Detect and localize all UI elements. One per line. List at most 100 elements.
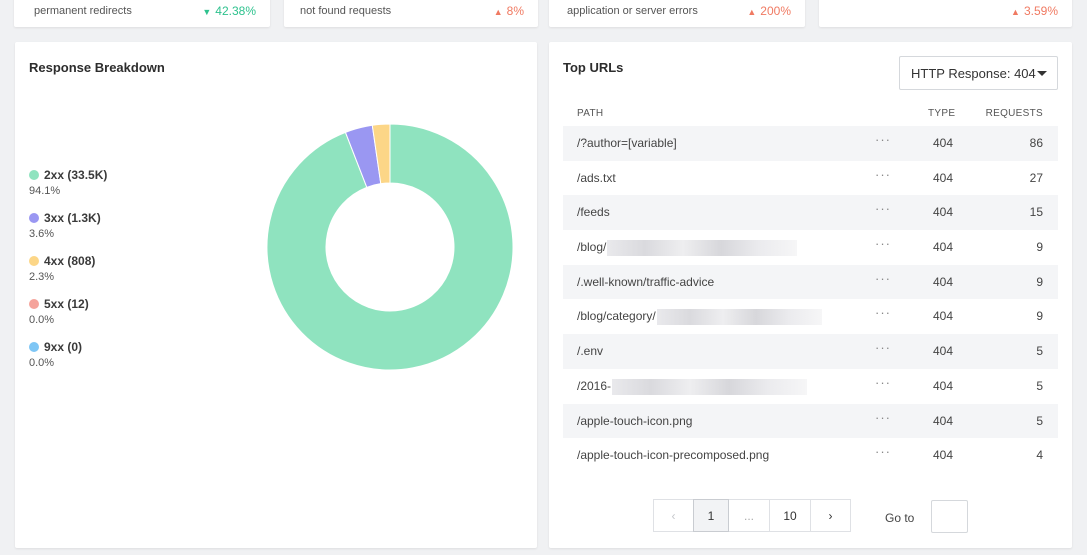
goto-label: Go to — [885, 511, 915, 525]
more-options-icon[interactable]: ··· — [875, 166, 891, 182]
request-count: 5 — [1036, 344, 1043, 359]
request-count: 15 — [1029, 205, 1043, 220]
url-path: /blog/category/ — [577, 309, 822, 326]
url-path-text: /blog/category/ — [577, 309, 656, 324]
pagination-prev-button[interactable]: ‹ — [653, 499, 694, 532]
more-options-icon[interactable]: ··· — [875, 409, 891, 425]
legend-label-text: 2xx (33.5K) — [44, 168, 108, 182]
legend-dot — [29, 342, 39, 352]
url-path: /2016- — [577, 378, 808, 395]
select-value: HTTP Response: 404 — [911, 65, 1036, 81]
response-type: 404 — [933, 240, 954, 255]
response-type: 404 — [933, 344, 954, 359]
legend-dot — [29, 170, 39, 180]
legend-item-3xx[interactable]: 3xx (1.3K) 3.6% — [29, 211, 107, 254]
legend-item-9xx[interactable]: 9xx (0) 0.0% — [29, 340, 107, 383]
pagination-ellipsis[interactable]: ... — [728, 499, 770, 532]
more-options-icon[interactable]: ··· — [875, 340, 891, 356]
legend-label-text: 4xx (808) — [44, 254, 96, 268]
url-path-text: /ads.txt — [577, 170, 616, 185]
table-row[interactable]: /.well-known/traffic-advice ··· 404 9 — [563, 264, 1058, 300]
url-path-text: /apple-touch-icon.png — [577, 413, 693, 428]
table-row[interactable]: /?author=[variable] ··· 404 86 — [563, 126, 1058, 161]
pagination: ‹ 1 ... 10 › — [653, 499, 851, 532]
request-count: 5 — [1036, 413, 1043, 428]
more-options-icon[interactable]: ··· — [875, 236, 891, 252]
more-options-icon[interactable]: ··· — [875, 201, 891, 217]
table-row[interactable]: /2016- ··· 404 5 — [563, 369, 1058, 404]
caret-down-icon — [1037, 71, 1047, 76]
response-breakdown-card: Response Breakdown 2xx (33.5K) 94.1% 3xx… — [15, 42, 537, 548]
stat-value: ▲ 3.59% — [1011, 4, 1058, 18]
chevron-left-icon: ‹ — [671, 508, 676, 523]
chevron-right-icon: › — [828, 508, 833, 523]
response-type: 404 — [933, 413, 954, 428]
url-path-text: /apple-touch-icon-precomposed.png — [577, 448, 770, 463]
donut-slice[interactable] — [371, 124, 391, 185]
url-path: /feeds — [577, 205, 610, 219]
url-path-text: /.env — [577, 344, 604, 359]
table-body: /?author=[variable] ··· 404 86/ads.txt ··· 40… — [563, 126, 1058, 473]
legend-percent: 2.3% — [29, 271, 55, 283]
legend-label: 5xx (12) — [29, 297, 107, 311]
more-options-icon[interactable]: ··· — [875, 444, 891, 460]
url-path: /apple-touch-icon.png — [577, 414, 692, 428]
legend-item-5xx[interactable]: 5xx (12) 0.0% — [29, 297, 107, 340]
http-response-filter-select[interactable]: HTTP Response: 404 — [899, 56, 1058, 90]
response-type: 404 — [933, 448, 954, 463]
pagination-page-last[interactable]: 10 — [769, 499, 811, 532]
url-path: /.env — [577, 344, 603, 358]
table-row[interactable]: /apple-touch-icon.png ··· 404 5 — [563, 403, 1058, 439]
redacted-blur — [607, 240, 798, 257]
table-row[interactable]: /apple-touch-icon-precomposed.png ··· 404 4 — [563, 438, 1058, 473]
redacted-blur — [656, 309, 822, 326]
request-count: 9 — [1036, 309, 1043, 324]
request-count: 86 — [1029, 136, 1043, 150]
donut-slice[interactable] — [267, 124, 513, 370]
legend-label: 3xx (1.3K) — [29, 211, 107, 225]
table-row[interactable]: /.env ··· 404 5 — [563, 334, 1058, 369]
request-count: 27 — [1029, 170, 1043, 185]
legend-dot — [29, 213, 39, 223]
legend-label-text: 3xx (1.3K) — [44, 211, 101, 225]
trend-down-icon: ▼ — [202, 7, 212, 17]
stat-card-fourth: ▲ 3.59% — [819, 0, 1072, 27]
url-path: /.well-known/traffic-advice — [577, 275, 714, 289]
more-options-icon[interactable]: ··· — [875, 270, 891, 286]
stat-value: ▼ 42.38% — [202, 4, 256, 18]
trend-up-icon: ▲ — [493, 7, 503, 17]
legend-percent: 0.0% — [29, 314, 55, 326]
trend-up-icon: ▲ — [747, 7, 757, 17]
pagination-next-button[interactable]: › — [810, 499, 851, 532]
response-donut-chart — [267, 124, 513, 370]
legend-item-2xx[interactable]: 2xx (33.5K) 94.1% — [29, 168, 107, 211]
column-header-type: TYPE — [928, 108, 956, 119]
table-header: PATH TYPE REQUESTS — [563, 101, 1058, 126]
request-count: 5 — [1036, 378, 1043, 393]
legend-label-text: 9xx (0) — [44, 340, 83, 354]
card-title: Top URLs — [563, 60, 624, 75]
table-row[interactable]: /blog/category/ ··· 404 9 — [563, 299, 1058, 334]
legend-item-4xx[interactable]: 4xx (808) 2.3% — [29, 254, 107, 297]
more-options-icon[interactable]: ··· — [875, 132, 891, 147]
legend-dot — [29, 256, 39, 266]
top-urls-table: PATH TYPE REQUESTS /?author=[variable] ··… — [563, 101, 1058, 473]
legend-dot — [29, 299, 39, 309]
card-title: Response Breakdown — [29, 60, 165, 75]
more-options-icon[interactable]: ··· — [875, 305, 891, 321]
legend-percent: 0.0% — [29, 357, 55, 369]
stat-value: ▲ 200% — [747, 4, 791, 18]
pagination-page-1[interactable]: 1 — [693, 499, 729, 532]
table-row[interactable]: /feeds ··· 404 15 — [563, 195, 1058, 231]
legend-label: 4xx (808) — [29, 254, 107, 268]
column-header-path: PATH — [577, 108, 604, 119]
stat-card-server-errors: application or server errors ▲ 200% — [549, 0, 805, 27]
goto-page-input[interactable] — [931, 500, 968, 533]
url-path: /ads.txt — [577, 171, 616, 185]
more-options-icon[interactable]: ··· — [875, 374, 891, 390]
request-count: 4 — [1036, 448, 1043, 463]
response-type: 404 — [933, 309, 954, 324]
table-row[interactable]: /ads.txt ··· 404 27 — [563, 161, 1058, 196]
table-row[interactable]: /blog/ ··· 404 9 — [563, 230, 1058, 265]
stat-value-text: 3.59% — [1023, 4, 1058, 18]
